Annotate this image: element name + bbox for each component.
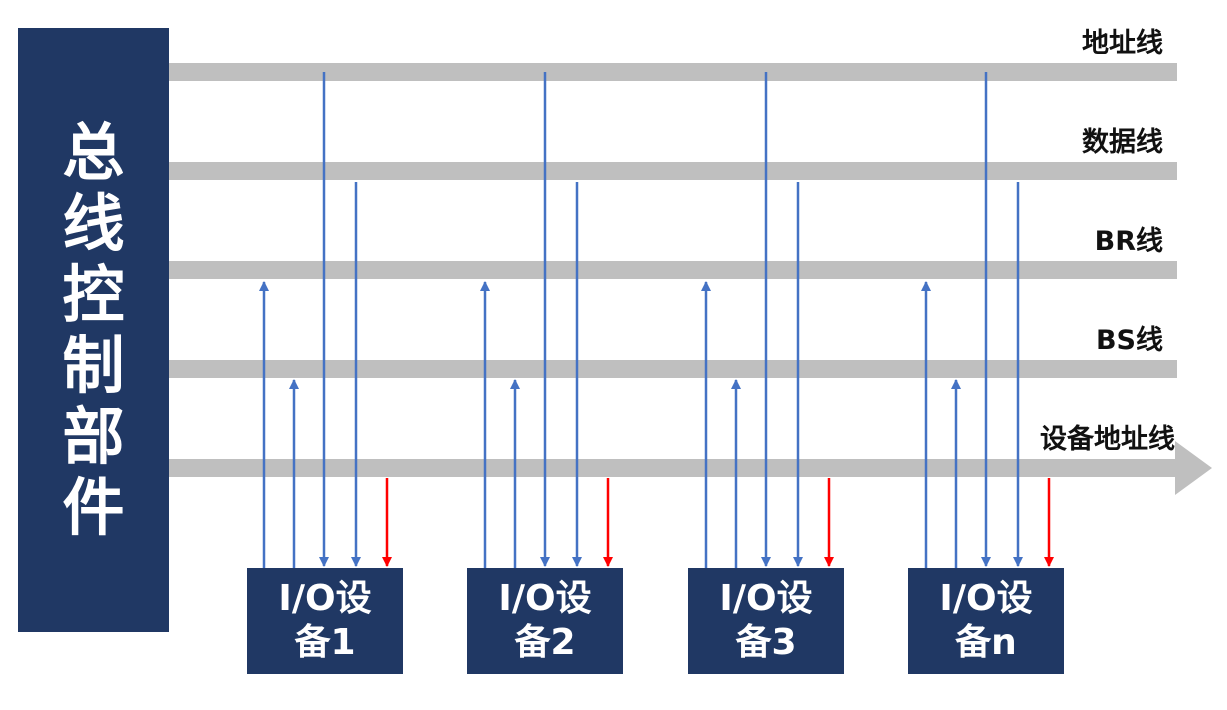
device-label-line1: I/O设: [719, 578, 813, 619]
device-label-line2: 备n: [955, 622, 1017, 663]
device-label-line1: I/O设: [498, 578, 592, 619]
controller-label-char: 部: [62, 400, 125, 473]
io-device-2: I/O设 备2: [467, 568, 623, 674]
device-label-line1: I/O设: [278, 578, 372, 619]
bs-line-label: BS线: [1095, 325, 1163, 356]
io-device-1: I/O设 备1: [247, 568, 403, 674]
br-line-label: BR线: [1094, 226, 1163, 257]
controller-label-char: 件: [62, 471, 125, 544]
controller-label-char: 控: [62, 258, 125, 331]
br-line: [169, 261, 1177, 279]
io-device-n: I/O设 备n: [908, 568, 1064, 674]
device-label-line2: 备1: [294, 622, 356, 663]
controller-label-char: 总: [62, 116, 125, 189]
data-bus-label: 数据线: [1082, 127, 1163, 158]
device-label-line2: 备2: [514, 622, 576, 663]
bus-controller: 总 线 控 制 部 件: [18, 28, 169, 632]
data-bus: [169, 162, 1177, 180]
controller-label-char: 制: [62, 329, 125, 402]
device-address-bus: [169, 441, 1212, 495]
controller-label-char: 线: [62, 187, 125, 260]
address-bus: [169, 63, 1177, 81]
bs-line: [169, 360, 1177, 378]
address-bus-label: 地址线: [1082, 28, 1163, 59]
device-address-bus-label: 设备地址线: [1040, 424, 1175, 455]
io-device-3: I/O设 备3: [688, 568, 844, 674]
device-label-line2: 备3: [735, 622, 797, 663]
device-label-line1: I/O设: [939, 578, 1033, 619]
